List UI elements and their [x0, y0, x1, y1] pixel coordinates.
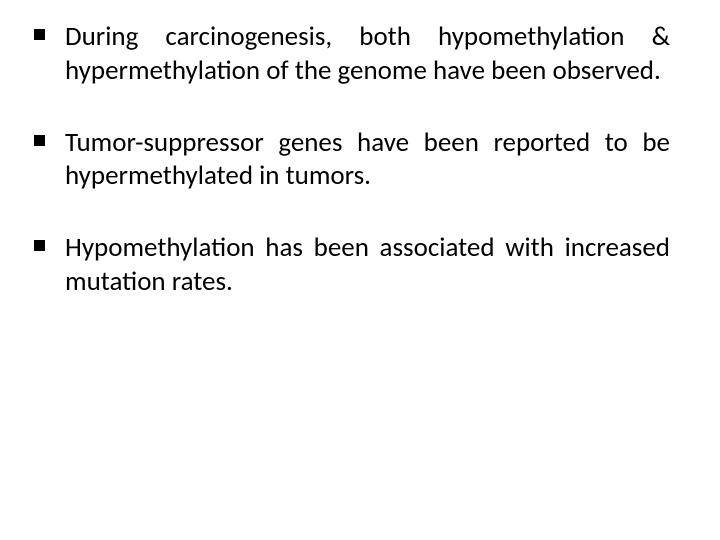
- list-item: During carcinogenesis, both hypomethylat…: [30, 20, 670, 88]
- bullet-text: Tumor-suppressor genes have been reporte…: [65, 126, 670, 193]
- list-item: Hypomethylation has been associated with…: [30, 231, 670, 299]
- list-item: Tumor-suppressor genes have been reporte…: [30, 126, 670, 194]
- bullet-text: Hypomethylation has been associated with…: [65, 231, 670, 298]
- square-bullet-icon: [34, 29, 45, 40]
- bullet-list: During carcinogenesis, both hypomethylat…: [30, 20, 670, 299]
- square-bullet-icon: [34, 240, 45, 251]
- slide-container: During carcinogenesis, both hypomethylat…: [0, 0, 720, 540]
- bullet-text: During carcinogenesis, both hypomethylat…: [65, 20, 670, 87]
- square-bullet-icon: [34, 135, 45, 146]
